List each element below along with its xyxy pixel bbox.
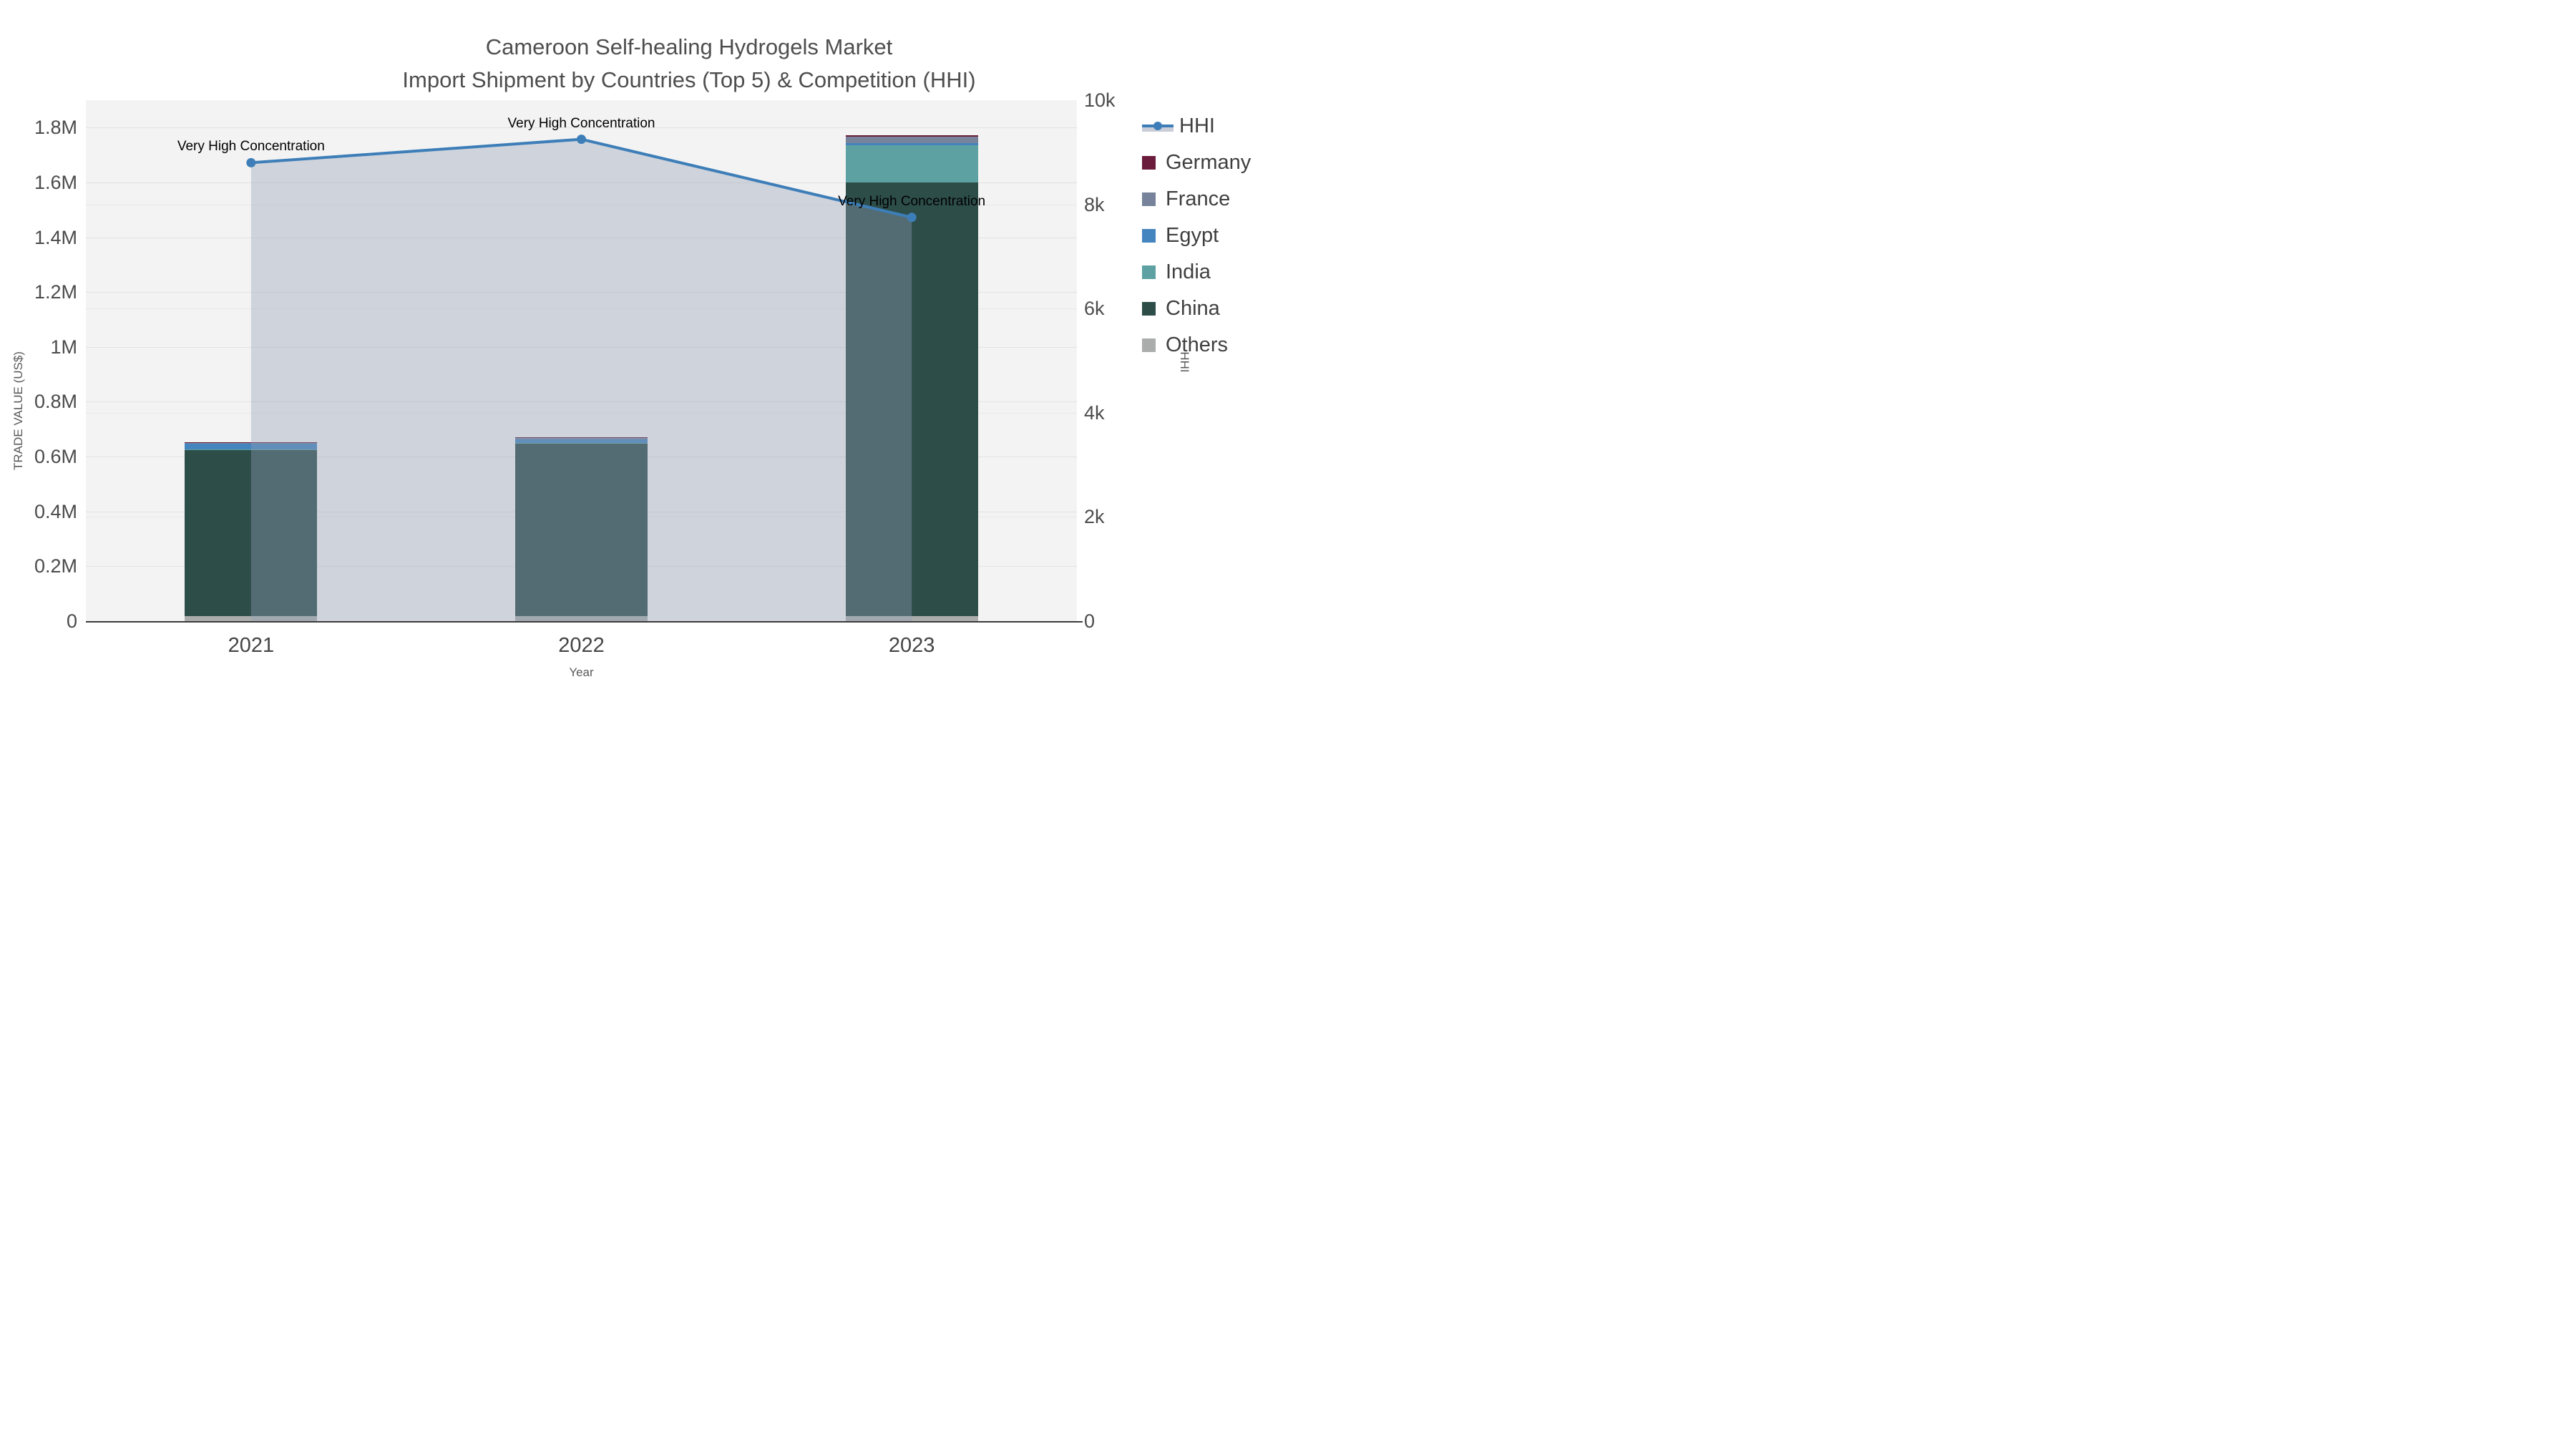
hhi-marker-2022[interactable] — [577, 135, 586, 145]
annotation-2023: Very High Concentration — [838, 193, 986, 209]
bar-segment-germany-2021[interactable] — [185, 442, 318, 444]
left-tick-0.4M: 0.4M — [34, 500, 77, 522]
hhi-area-fill — [250, 139, 912, 621]
legend-label-egypt: Egypt — [1166, 224, 1219, 247]
right-tick-10k: 10k — [1084, 89, 1116, 111]
chart-title-line2: Import Shipment by Countries (Top 5) & C… — [402, 67, 976, 92]
legend-hhi-line-icon — [1142, 119, 1174, 133]
bar-segment-germany-2022[interactable] — [515, 436, 648, 439]
bar-segment-china-2023[interactable] — [845, 182, 978, 617]
annotation-2022: Very High Concentration — [507, 115, 655, 131]
gridline-left-1M — [86, 346, 1077, 348]
legend-label-india: India — [1166, 260, 1211, 283]
legend-label-others: Others — [1166, 333, 1229, 356]
legend-item-hhi[interactable]: HHI — [1142, 116, 1215, 137]
chart-title-line1: Cameroon Self-healing Hydrogels Market — [485, 34, 893, 59]
bar-segment-china-2021[interactable] — [185, 449, 318, 617]
legend-label-hhi: HHI — [1179, 114, 1215, 137]
gridline-left-1.8M — [86, 127, 1077, 129]
bar-segment-egypt-2022[interactable] — [515, 439, 648, 443]
bar-segment-others-2021[interactable] — [185, 616, 318, 621]
legend-label-china: China — [1166, 297, 1220, 320]
left-tick-0.2M: 0.2M — [34, 555, 77, 577]
bar-segment-india-2022[interactable] — [515, 442, 648, 444]
left-tick-0.8M: 0.8M — [34, 391, 77, 413]
bar-segment-germany-2023[interactable] — [845, 135, 978, 137]
legend-item-india[interactable]: India — [1142, 262, 1211, 283]
legend-swatch-germany — [1142, 156, 1156, 170]
legend-label-germany: Germany — [1166, 151, 1252, 174]
bar-segment-france-2023[interactable] — [845, 136, 978, 144]
legend-item-china[interactable]: China — [1142, 298, 1220, 319]
left-tick-0: 0 — [66, 610, 77, 632]
hhi-marker-2023[interactable] — [907, 213, 917, 223]
bar-segment-egypt-2023[interactable] — [845, 143, 978, 145]
legend-swatch-china — [1142, 302, 1156, 316]
bar-segment-france-2022[interactable] — [515, 438, 648, 439]
gridline-left-1.2M — [86, 292, 1077, 293]
legend-swatch-france — [1142, 192, 1156, 206]
x-tick-2022: 2022 — [558, 634, 605, 657]
gridline-left-1.6M — [86, 182, 1077, 183]
left-tick-1.4M: 1.4M — [34, 226, 77, 248]
x-axis-line — [86, 621, 1083, 623]
hhi-marker-2021[interactable] — [246, 157, 256, 167]
legend-swatch-others — [1142, 338, 1156, 352]
right-tick-8k: 8k — [1084, 193, 1105, 215]
legend-item-others[interactable]: Others — [1142, 335, 1228, 356]
bar-segment-india-2023[interactable] — [845, 145, 978, 182]
bar-segment-others-2022[interactable] — [515, 616, 648, 621]
right-tick-4k: 4k — [1084, 401, 1105, 424]
left-axis-title: TRADE VALUE (US$) — [11, 351, 25, 470]
right-tick-2k: 2k — [1084, 506, 1105, 528]
left-tick-1.8M: 1.8M — [34, 117, 77, 139]
legend-swatch-egypt — [1142, 229, 1156, 243]
bar-segment-india-2021[interactable] — [185, 449, 318, 450]
annotation-2021: Very High Concentration — [177, 139, 325, 155]
chart-canvas: Cameroon Self-healing Hydrogels Market I… — [0, 0, 1288, 725]
bar-segment-china-2022[interactable] — [515, 443, 648, 617]
left-tick-1M: 1M — [50, 336, 77, 358]
right-tick-0: 0 — [1084, 610, 1096, 632]
legend-label-france: France — [1166, 187, 1231, 210]
x-tick-2023: 2023 — [888, 634, 935, 657]
gridline-left-0.8M — [86, 401, 1077, 403]
bar-segment-egypt-2021[interactable] — [185, 444, 318, 449]
x-axis-title: Year — [569, 665, 594, 679]
left-tick-1.2M: 1.2M — [34, 281, 77, 303]
legend-hhi-marker-dot — [1153, 122, 1162, 130]
bar-segment-france-2021[interactable] — [185, 443, 318, 444]
x-tick-2021: 2021 — [228, 634, 275, 657]
hhi-line-overlay — [246, 135, 917, 621]
left-tick-0.6M: 0.6M — [34, 446, 77, 468]
right-tick-6k: 6k — [1084, 298, 1105, 320]
left-tick-1.6M: 1.6M — [34, 171, 77, 193]
bar-segment-others-2023[interactable] — [845, 616, 978, 621]
plot-area — [86, 100, 1077, 621]
gridline-right-6k — [86, 308, 1077, 310]
legend-item-france[interactable]: France — [1142, 189, 1230, 210]
legend-swatch-india — [1142, 265, 1156, 279]
legend-item-germany[interactable]: Germany — [1142, 152, 1251, 173]
gridline-right-4k — [86, 412, 1077, 414]
legend-item-egypt[interactable]: Egypt — [1142, 225, 1219, 246]
